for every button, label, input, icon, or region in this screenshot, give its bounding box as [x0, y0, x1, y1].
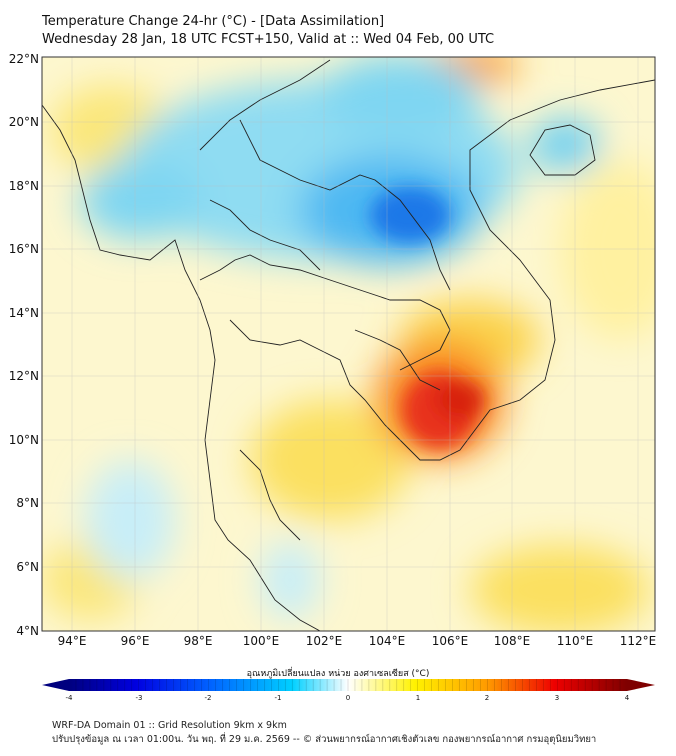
colorbar-tick: 3 — [555, 694, 559, 702]
chart-title: Temperature Change 24-hr (°C) - [Data As… — [42, 13, 494, 49]
colorbar-tick: -2 — [205, 694, 212, 702]
colorbar-tick: 0 — [346, 694, 350, 702]
lon-label: 102°E — [306, 634, 343, 648]
lon-label: 106°E — [432, 634, 469, 648]
colorbar-tick: 1 — [416, 694, 420, 702]
colorbar-tick: -1 — [275, 694, 282, 702]
map-frame — [41, 56, 656, 632]
colorbar-gradient — [69, 679, 627, 691]
footer-line-2: ปรับปรุงข้อมูล ณ เวลา 01:00น. วัน พฤ. ที… — [52, 734, 597, 745]
lat-label: 10°N — [9, 433, 39, 447]
field-layer — [42, 57, 655, 631]
lat-label: 8°N — [16, 496, 39, 510]
lat-label: 16°N — [9, 242, 39, 256]
lon-label: 96°E — [121, 634, 150, 648]
title-line: Temperature Change 24-hr (°C) - [Data As… — [42, 14, 385, 29]
lat-label: 14°N — [9, 306, 39, 320]
lat-labels: 22°N 20°N 18°N 16°N 14°N 12°N 10°N 8°N 6… — [9, 52, 39, 638]
footer: WRF-DA Domain 01 :: Grid Resolution 9km … — [52, 719, 596, 747]
lon-label: 110°E — [557, 634, 594, 648]
footer-line-1: WRF-DA Domain 01 :: Grid Resolution 9km … — [52, 720, 287, 731]
lon-label: 108°E — [494, 634, 531, 648]
colorbar-tick: -3 — [136, 694, 143, 702]
gridlines — [42, 57, 655, 631]
lat-label: 4°N — [16, 624, 39, 638]
colorbar: -4 -3 -2 -1 0 1 2 3 4 — [42, 679, 655, 702]
lat-label: 18°N — [9, 179, 39, 193]
lon-label: 94°E — [58, 634, 87, 648]
lon-label: 104°E — [369, 634, 406, 648]
lat-label: 6°N — [16, 560, 39, 574]
colorbar-min-arrow — [42, 679, 69, 691]
lon-label: 100°E — [243, 634, 280, 648]
lon-label: 98°E — [184, 634, 213, 648]
coastlines — [42, 59, 655, 631]
colorbar-tick: 4 — [625, 694, 630, 702]
colorbar-tick: 2 — [485, 694, 489, 702]
colorbar-title: อุณหภูมิเปลี่ยนแปลง หน่วย องศาเซลเซียส (… — [246, 669, 430, 679]
subtitle-line: Wednesday 28 Jan, 18 UTC FCST+150, Valid… — [42, 32, 495, 47]
lat-label: 12°N — [9, 369, 39, 383]
colorbar-tick: -4 — [66, 694, 74, 702]
lat-label: 22°N — [9, 52, 39, 66]
lon-label: 112°E — [620, 634, 657, 648]
colorbar-max-arrow — [627, 679, 655, 691]
lon-labels: 94°E 96°E 98°E 100°E 102°E 104°E 106°E 1… — [58, 634, 657, 648]
lat-label: 20°N — [9, 115, 39, 129]
